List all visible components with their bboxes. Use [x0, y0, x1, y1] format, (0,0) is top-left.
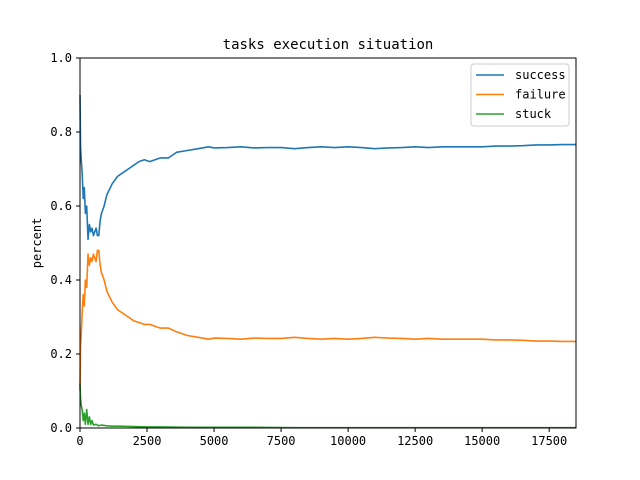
x-tick-label: 10000	[330, 434, 366, 448]
x-tick-label: 12500	[397, 434, 433, 448]
series-line-success	[79, 94, 576, 241]
legend-box	[470, 63, 570, 127]
y-tick-label: 0.0	[50, 421, 72, 435]
x-tick-label: 2500	[133, 434, 162, 448]
legend: success failure stuck	[470, 63, 570, 127]
legend-label-success: success	[515, 68, 566, 82]
y-tick-label: 0.6	[50, 199, 72, 213]
chart-title: tasks execution situation	[223, 37, 434, 53]
plot-frame	[79, 57, 577, 429]
y-tick-label: 0.2	[50, 347, 72, 361]
legend-label-stuck: stuck	[515, 107, 552, 121]
y-axis: 0.0 0.2 0.4 0.6 0.8 1.0	[50, 51, 80, 435]
x-axis: 0 2500 5000 7500 10000 12500 15000 17500	[76, 428, 567, 448]
series-line-failure	[79, 249, 576, 392]
x-tick-label: 17500	[531, 434, 567, 448]
x-tick-label: 7500	[267, 434, 296, 448]
x-tick-label: 0	[76, 434, 83, 448]
y-axis-label: percent	[30, 218, 44, 269]
y-tick-label: 0.4	[50, 273, 72, 287]
x-tick-label: 15000	[464, 434, 500, 448]
y-tick-label: 0.8	[50, 125, 72, 139]
y-tick-label: 1.0	[50, 51, 72, 65]
legend-label-failure: failure	[515, 88, 566, 102]
x-tick-label: 5000	[200, 434, 229, 448]
